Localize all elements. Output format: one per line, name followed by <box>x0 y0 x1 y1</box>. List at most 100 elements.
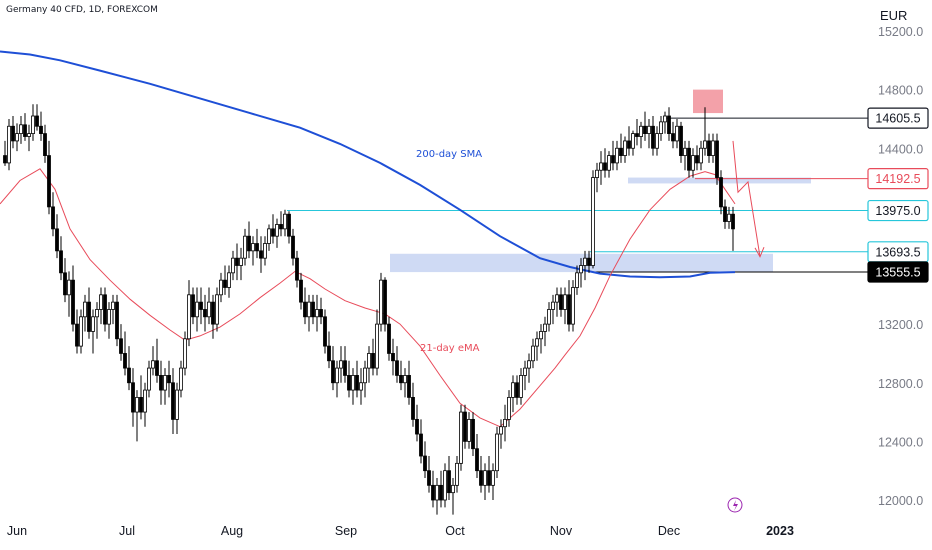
y-axis: 15200.0 14800.0 14400.0 13200.0 12800.0 12400… <box>878 25 923 508</box>
candle-body <box>439 484 443 501</box>
candle-body <box>543 323 547 332</box>
candle-body <box>287 213 291 237</box>
candle-body <box>87 301 91 332</box>
candle-body <box>411 397 415 420</box>
candle-body <box>223 279 227 288</box>
lightning-icon <box>727 497 743 513</box>
candle-body <box>499 426 503 435</box>
candle-body <box>343 360 347 376</box>
candle-body <box>275 224 279 237</box>
candle-body <box>239 257 243 266</box>
candle-body <box>511 382 515 398</box>
projection-path <box>732 140 761 257</box>
x-tick-label: Jul <box>119 524 135 538</box>
candle-body <box>11 125 15 142</box>
candle-body <box>267 228 271 244</box>
candle-body <box>7 125 11 164</box>
candle-body <box>299 279 303 303</box>
candle-body <box>599 162 603 171</box>
candle-body <box>211 301 215 325</box>
x-axis: Jun Jul Aug Sep Oct Nov Dec 2023 <box>7 524 794 538</box>
candle-body <box>143 389 147 413</box>
price-label: 13555.5 <box>875 266 920 280</box>
x-tick-label: Dec <box>658 524 680 538</box>
candle-body <box>443 470 447 501</box>
candle-body <box>379 279 383 325</box>
y-tick-label: 14800.0 <box>878 84 923 98</box>
candle-body <box>627 140 631 149</box>
price-label: 13975.0 <box>875 204 920 218</box>
candle-body <box>539 331 543 340</box>
candle-body <box>403 375 407 384</box>
candle-body <box>587 257 591 266</box>
candle-body <box>331 360 335 384</box>
candle-body <box>99 294 103 310</box>
x-tick-label: Nov <box>550 524 573 538</box>
candle-body <box>183 338 187 369</box>
candle-body <box>307 301 311 318</box>
candle-body <box>475 448 479 472</box>
levels-layer <box>287 117 868 273</box>
misc-layer <box>727 497 743 513</box>
candle-body <box>259 250 263 259</box>
candle-body <box>75 323 79 347</box>
candle-body <box>651 125 655 149</box>
price-label: 14192.5 <box>875 172 920 186</box>
candle-body <box>47 155 51 208</box>
candle-body <box>731 213 735 230</box>
y-tick-label: 12000.0 <box>878 494 923 508</box>
candle-body <box>15 133 19 142</box>
candle-body <box>487 470 491 486</box>
candle-body <box>315 309 319 318</box>
price-label: 14605.5 <box>875 112 920 126</box>
candle-body <box>683 147 687 156</box>
candle-body <box>703 140 707 149</box>
candle-body <box>711 140 715 156</box>
candle-body <box>407 375 411 398</box>
candle-body <box>247 235 251 252</box>
candle-body <box>551 301 555 310</box>
candle-body <box>355 375 359 391</box>
candle-body <box>679 125 683 156</box>
candle-body <box>19 124 23 134</box>
candle-body <box>471 418 475 450</box>
candle-body <box>203 309 207 318</box>
candle-body <box>175 389 179 420</box>
candle-body <box>83 301 87 318</box>
candle-body <box>459 411 463 464</box>
candle-body <box>503 418 507 428</box>
candle-body <box>23 124 27 137</box>
candle-body <box>611 155 615 164</box>
candle-body <box>131 382 135 413</box>
candle-body <box>263 243 267 259</box>
candle-body <box>103 294 107 325</box>
candle-body <box>479 470 483 486</box>
sma-200-line <box>0 50 736 279</box>
x-tick-label: 2023 <box>766 524 794 538</box>
candle-body <box>335 367 339 384</box>
candle-body <box>463 411 467 442</box>
candle-body <box>303 301 307 318</box>
candle-body <box>235 257 239 266</box>
price-label-box <box>867 107 929 129</box>
series-annotation: 21-day eMA <box>420 343 480 354</box>
y-tick-label: 12400.0 <box>878 435 923 449</box>
candle-body <box>615 147 619 164</box>
candle-body <box>695 155 699 164</box>
candle-body <box>715 140 719 178</box>
chart-title: Germany 40 CFD, 1D, FOREXCOM <box>6 5 158 15</box>
candle-body <box>195 301 199 318</box>
candle-body <box>31 115 35 134</box>
candle-body <box>327 345 331 362</box>
candle-body <box>351 375 355 391</box>
candle-body <box>619 147 623 156</box>
candle-body <box>387 323 391 354</box>
candle-body <box>79 316 83 347</box>
candle-body <box>687 147 691 171</box>
candle-body <box>727 213 731 222</box>
candle-body <box>231 257 235 274</box>
x-tick-label: Aug <box>221 524 243 538</box>
candle-body <box>395 360 399 376</box>
candle-body <box>399 375 403 384</box>
